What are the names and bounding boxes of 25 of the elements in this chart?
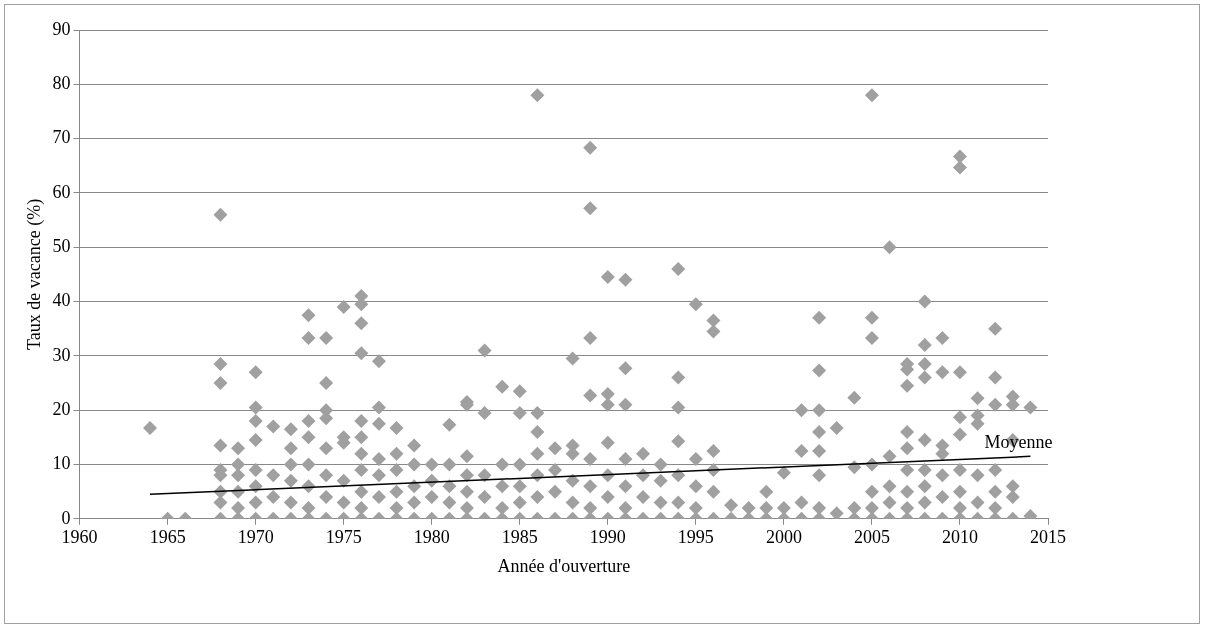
y-tick-label: 90 <box>52 18 71 39</box>
x-tick-label: 1980 <box>413 527 450 548</box>
y-tick-label: 60 <box>52 181 71 202</box>
x-tick-label: 1990 <box>589 527 626 548</box>
y-tick-label: 40 <box>52 290 71 311</box>
x-tick-label: 2015 <box>1030 527 1066 548</box>
x-tick-label: 2010 <box>941 527 978 548</box>
y-tick-label: 70 <box>52 127 71 148</box>
x-tick-label: 1985 <box>501 527 538 548</box>
x-axis-title: Année d'ouverture <box>497 555 631 576</box>
x-tick-label: 1970 <box>237 527 274 548</box>
y-tick-label: 10 <box>52 453 71 474</box>
y-tick-label: 50 <box>52 235 71 256</box>
x-tick-label: 1975 <box>325 527 362 548</box>
x-tick-label: 2000 <box>765 527 802 548</box>
x-tick-label: 2005 <box>853 527 890 548</box>
x-tick-label: 1960 <box>61 527 98 548</box>
y-tick-label: 0 <box>61 507 71 528</box>
y-axis-title: Taux de vacance (%) <box>23 198 45 350</box>
y-tick-label: 30 <box>52 344 71 365</box>
x-tick-label: 1995 <box>677 527 714 548</box>
y-tick-label: 80 <box>52 73 71 94</box>
x-tick-label: 1965 <box>149 527 186 548</box>
series-label: Moyenne <box>984 432 1053 453</box>
y-tick-label: 20 <box>52 398 71 419</box>
